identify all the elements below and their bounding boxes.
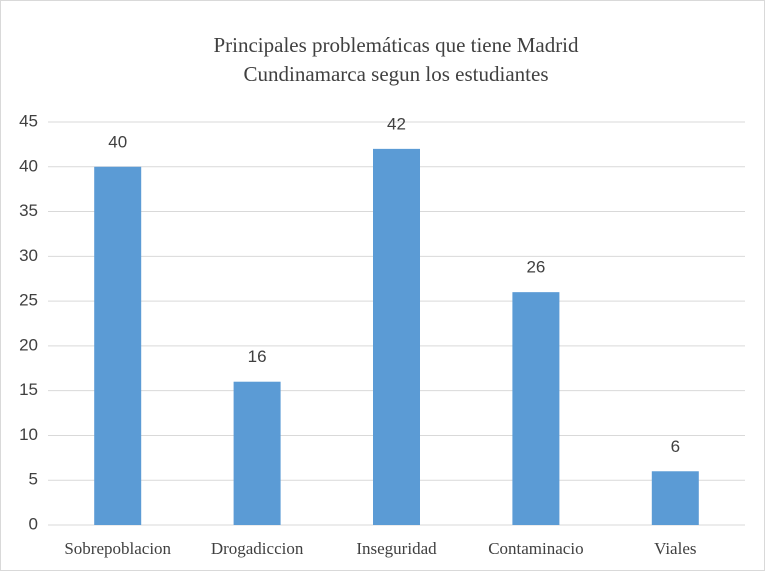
- y-tick-label: 5: [29, 470, 38, 489]
- y-tick-label: 20: [19, 335, 38, 354]
- y-tick-label: 10: [19, 425, 38, 444]
- y-tick-label: 40: [19, 156, 38, 175]
- y-tick-label: 25: [19, 291, 38, 310]
- x-tick-label: Contaminacio: [488, 539, 583, 558]
- bar: [373, 148, 420, 525]
- data-label: 42: [387, 114, 406, 133]
- y-tick-label: 15: [19, 380, 38, 399]
- y-tick-label: 0: [29, 514, 38, 533]
- x-tick-label: Inseguridad: [356, 539, 437, 558]
- data-label: 40: [108, 132, 127, 151]
- data-label: 16: [248, 347, 267, 366]
- bar: [651, 471, 699, 525]
- x-tick-label: Viales: [654, 539, 696, 558]
- x-tick-label: Sobrepoblacion: [64, 539, 171, 558]
- y-tick-label: 30: [19, 246, 38, 265]
- x-tick-label: Drogadiccion: [211, 539, 304, 558]
- chart-title: Cundinamarca segun los estudiantes: [243, 62, 548, 86]
- chart-title: Principales problemáticas que tiene Madr…: [213, 33, 579, 57]
- y-tick-label: 45: [19, 111, 38, 130]
- data-label: 6: [671, 437, 680, 456]
- bar: [94, 166, 142, 525]
- y-tick-label: 35: [19, 201, 38, 220]
- bar: [512, 292, 560, 525]
- data-label: 26: [526, 258, 545, 277]
- bar: [233, 381, 281, 525]
